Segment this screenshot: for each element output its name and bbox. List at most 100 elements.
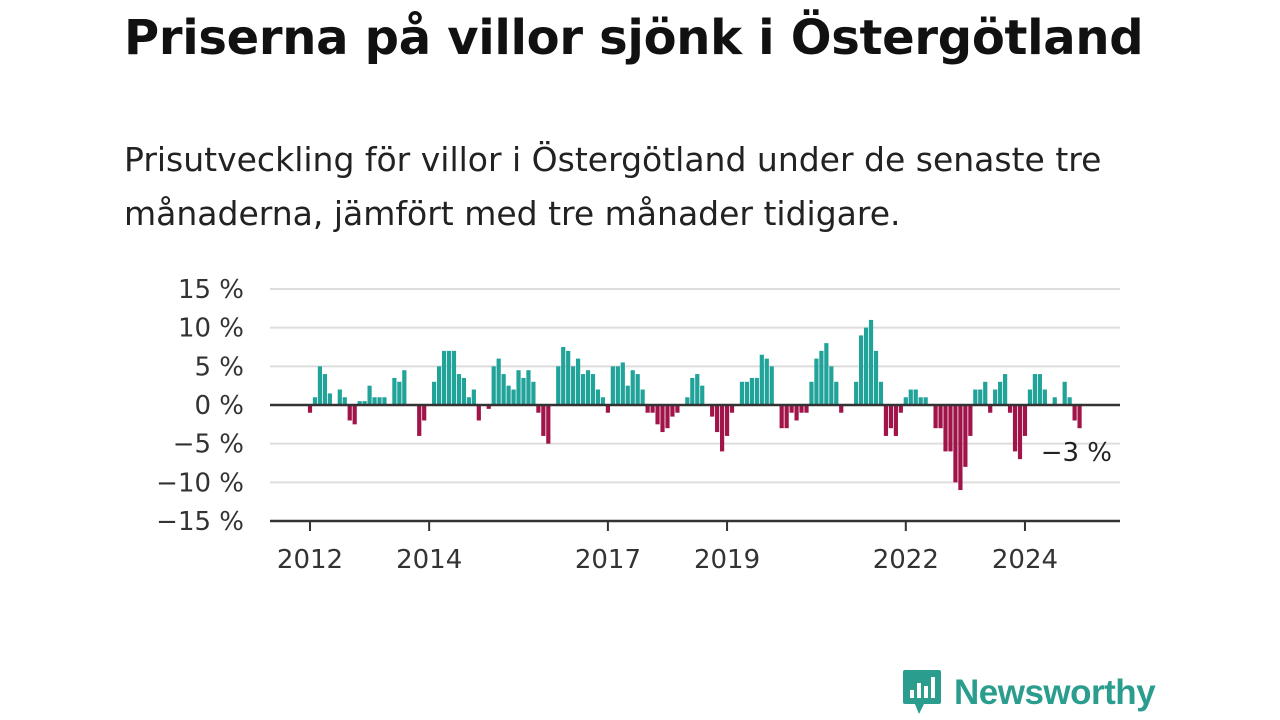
bar (968, 405, 973, 436)
bar (456, 374, 462, 405)
bar (1062, 381, 1067, 405)
bar (585, 370, 591, 405)
bar (347, 405, 352, 421)
bar (436, 366, 442, 405)
bar (720, 405, 725, 452)
bar (1032, 374, 1037, 405)
bar (422, 405, 427, 421)
bar (863, 327, 869, 405)
bar (873, 350, 879, 405)
bar (660, 405, 665, 433)
bar (1012, 405, 1018, 452)
y-tick-label: 15 % (178, 275, 244, 305)
bar (645, 405, 650, 413)
bar (650, 405, 655, 413)
bar (695, 374, 700, 405)
bar (918, 397, 923, 405)
bar (541, 405, 546, 436)
bar (337, 389, 342, 405)
brand-name: Newsworthy (954, 673, 1156, 712)
bar (446, 350, 452, 405)
bar (1042, 389, 1047, 405)
bar (893, 405, 898, 436)
bar (546, 405, 551, 444)
axes (270, 403, 1120, 523)
brand-logo: Newsworthy (902, 668, 1156, 718)
bar (486, 405, 491, 409)
bar (357, 401, 362, 405)
bar (516, 370, 521, 405)
x-tick-label: 2022 (873, 545, 939, 575)
bar (630, 370, 635, 405)
newsworthy-logo-icon (903, 670, 941, 714)
bar (491, 366, 496, 405)
bar (655, 405, 660, 425)
bar (461, 377, 467, 405)
x-tick-label: 2014 (396, 545, 462, 575)
bar (868, 319, 874, 405)
bar (754, 377, 759, 405)
chart-subtitle: Prisutveckling för villor i Östergötland… (124, 140, 1102, 233)
bar (526, 370, 531, 405)
bar (913, 389, 918, 405)
bar (561, 347, 566, 405)
bar (710, 405, 715, 417)
bar (605, 405, 610, 413)
bar (566, 350, 571, 405)
bar (556, 366, 561, 405)
bar (700, 385, 705, 405)
bar (784, 405, 789, 429)
bar (432, 381, 437, 405)
bar (615, 366, 620, 405)
bar (923, 397, 928, 405)
bar (372, 397, 377, 405)
bar (580, 374, 586, 405)
bar (715, 405, 720, 433)
bar (963, 405, 968, 467)
y-tick-label: −15 % (156, 507, 244, 537)
bar (327, 393, 332, 405)
bar (342, 397, 347, 405)
bar (670, 405, 675, 417)
bar (794, 405, 799, 421)
bar (441, 350, 447, 405)
bar (859, 335, 864, 405)
bar (958, 405, 963, 491)
bar (600, 397, 606, 405)
bar (595, 389, 601, 405)
bar (834, 381, 839, 405)
bar (824, 343, 829, 405)
bar (377, 397, 382, 405)
bar (322, 374, 327, 405)
bar (382, 397, 387, 405)
bar (829, 366, 834, 405)
bar (1077, 405, 1082, 429)
bar (1052, 397, 1057, 405)
bar (466, 397, 471, 405)
bar (759, 354, 764, 405)
bar (769, 366, 774, 405)
bar (908, 389, 913, 405)
bar (685, 397, 690, 405)
bar (362, 401, 367, 405)
bar (878, 381, 884, 405)
bar (665, 405, 670, 429)
bar (536, 405, 541, 413)
bar (471, 389, 476, 405)
x-tick-label: 2024 (992, 545, 1058, 575)
y-tick-label: 10 % (178, 314, 244, 344)
bar (501, 374, 506, 405)
bar (576, 358, 581, 405)
bar (511, 389, 516, 405)
bar (610, 366, 615, 405)
last-value-annotation: −3 % (1041, 438, 1112, 468)
bar (729, 405, 735, 413)
bar (983, 381, 988, 405)
bar (307, 405, 313, 413)
bar (690, 377, 695, 405)
bar (367, 385, 372, 405)
bar (571, 366, 576, 405)
bar (521, 377, 526, 405)
bar (506, 385, 511, 405)
bar (988, 405, 993, 413)
